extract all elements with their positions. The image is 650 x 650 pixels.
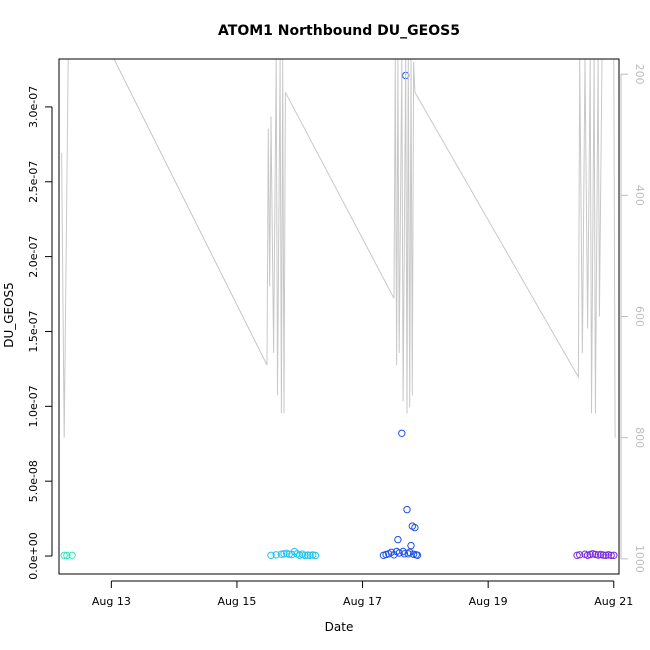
y-tick-label: 1.0e-07 — [27, 385, 40, 427]
plot-frame — [58, 58, 620, 575]
x-tick-label: Aug 19 — [469, 595, 508, 608]
x-tick-label: Aug 21 — [594, 595, 633, 608]
data-point — [290, 547, 299, 556]
data-point — [594, 551, 602, 559]
data-point — [404, 550, 412, 558]
y2-tick-label: 600 — [633, 306, 646, 327]
data-point — [411, 523, 419, 532]
data-point — [573, 551, 581, 559]
data-point — [403, 505, 411, 514]
data-point — [591, 550, 600, 559]
y2-tick-label: 800 — [633, 427, 646, 448]
chart-title: ATOM1 Northbound DU_GEOS5 — [218, 23, 460, 39]
data-point — [309, 551, 317, 559]
data-point — [607, 551, 615, 560]
data-point — [311, 551, 320, 560]
data-point — [267, 551, 275, 559]
x-tick-label: Aug 13 — [92, 595, 131, 608]
y2-tick-label: 200 — [633, 64, 646, 85]
data-point — [63, 551, 71, 560]
y-tick-label: 2.5e-07 — [27, 161, 40, 203]
x-tick-label: Aug 17 — [343, 595, 382, 608]
data-point — [395, 549, 403, 557]
y2-tick-label: 1000 — [633, 545, 646, 573]
data-point — [398, 429, 406, 437]
data-point — [400, 550, 409, 558]
data-point — [68, 551, 76, 559]
y-tick-label: 0.0e+00 — [27, 532, 40, 579]
y2-tick-label: 400 — [633, 185, 646, 206]
data-point — [413, 551, 422, 559]
data-point — [599, 551, 607, 559]
data-point — [301, 551, 309, 560]
data-point — [277, 550, 286, 558]
data-point — [610, 551, 618, 559]
y-axis-label: DU_GEOS5 — [2, 282, 16, 348]
y-tick-label: 5.0e-08 — [27, 460, 40, 502]
y-tick-label: 2.0e-07 — [27, 235, 40, 277]
series-line-pressure — [61, 59, 616, 438]
x-tick-label: Aug 15 — [217, 595, 256, 608]
data-point — [602, 551, 610, 559]
data-point — [407, 541, 415, 550]
y-tick-label: 1.5e-07 — [27, 310, 40, 352]
series-layer — [60, 59, 618, 560]
x-axis-label: Date — [325, 620, 354, 634]
data-point — [303, 551, 312, 559]
data-point — [576, 551, 584, 559]
axes-layer: Aug 13 Aug 15 Aug 17 Aug 19 Aug 21 0.0e+00 5.0… — [27, 64, 646, 608]
data-point — [406, 548, 414, 556]
data-point — [60, 551, 68, 559]
data-point — [394, 535, 402, 544]
data-point — [280, 550, 288, 558]
data-point — [306, 551, 314, 559]
y-tick-label: 3.0e-07 — [27, 86, 40, 128]
data-point — [272, 551, 280, 559]
